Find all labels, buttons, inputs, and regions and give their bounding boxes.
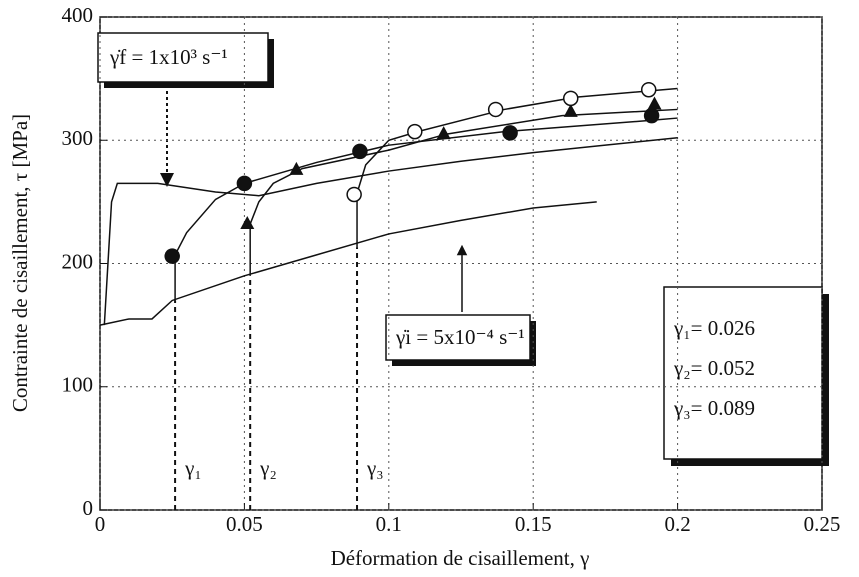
x-tick-label: 0.15 xyxy=(515,512,552,536)
y-tick-label: 300 xyxy=(62,126,94,150)
x-tick-label: 0.25 xyxy=(804,512,841,536)
jump-label: γ₁ xyxy=(184,456,202,480)
y-tick-label: 100 xyxy=(62,373,94,397)
y-axis-label: Contrainte de cisaillement, τ [MPa] xyxy=(8,114,32,412)
marker xyxy=(562,90,579,107)
x-axis-label: Déformation de cisaillement, γ xyxy=(331,546,590,570)
annotation: γ̇f = 1x10³ s⁻¹ xyxy=(109,45,228,69)
marker xyxy=(240,216,255,230)
marker xyxy=(436,126,451,140)
annotation-box xyxy=(385,314,531,361)
marker xyxy=(640,81,657,98)
marker xyxy=(647,96,662,110)
annotation-box xyxy=(97,32,269,83)
x-tick-label: 0 xyxy=(95,512,106,536)
jump-label: γ₃ xyxy=(366,456,384,480)
annotation: γ̇i = 5x10⁻⁴ s⁻¹ xyxy=(395,325,525,349)
x-tick-label: 0.1 xyxy=(376,512,402,536)
marker xyxy=(563,103,578,117)
marker xyxy=(407,123,423,140)
jump-text: γ₂= 0.052 xyxy=(673,356,755,380)
jump-text: γ₁= 0.026 xyxy=(673,316,755,340)
x-tick-label: 0.05 xyxy=(226,512,263,536)
series-line xyxy=(103,137,678,326)
marker xyxy=(236,175,253,192)
series-line xyxy=(174,117,678,301)
x-tick-label: 0.2 xyxy=(664,512,690,536)
marker xyxy=(289,161,304,175)
jump-text: γ₃= 0.089 xyxy=(673,396,755,420)
series-line xyxy=(249,108,678,276)
y-tick-label: 200 xyxy=(62,249,94,273)
jump-box xyxy=(663,286,823,460)
marker xyxy=(487,101,504,118)
y-tick-label: 0 xyxy=(83,496,94,520)
series-line xyxy=(99,201,597,326)
y-tick-label: 400 xyxy=(62,3,94,27)
jump-label: γ₂ xyxy=(259,456,277,480)
marker xyxy=(502,125,518,141)
marker xyxy=(164,248,180,264)
marker xyxy=(346,186,362,203)
